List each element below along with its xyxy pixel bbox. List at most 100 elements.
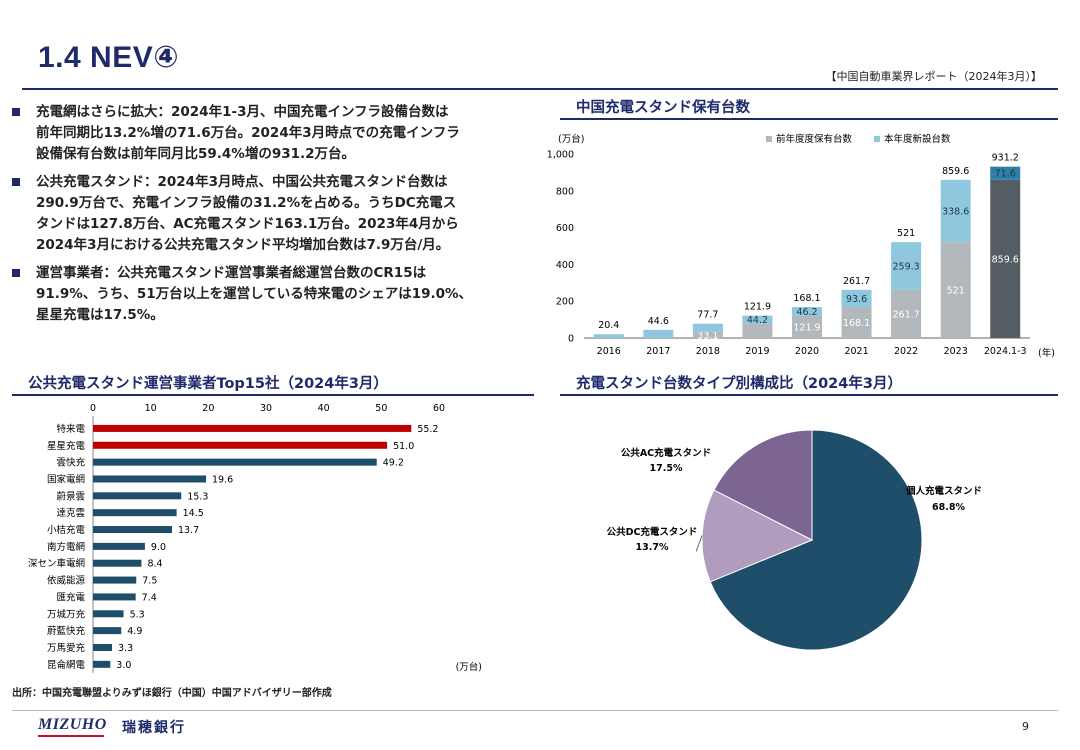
bullet-marker (12, 269, 20, 277)
operator-top15-title-rule (12, 394, 534, 396)
category-label: 蔚藍快充 (47, 625, 86, 637)
x-tick-label: 10 (145, 403, 157, 414)
bullet-marker (12, 178, 20, 186)
pie-slice (701, 489, 814, 583)
operator-bar (93, 509, 177, 517)
bar-value-label: 7.5 (142, 576, 157, 587)
operator-bar (93, 559, 142, 567)
type-share-pie-chart: 個人充電スタンド 68.8% 公共DC充電スタンド 13.7% 公共AC充電スタンド 17… (607, 429, 982, 651)
x-tick-label: 2021 (844, 346, 868, 357)
bank-name: 瑞穂銀行 (122, 720, 186, 736)
type-share-chart-title: 充電スタンド台数タイプ別構成比（2024年3月） (576, 376, 902, 392)
bar-total-label: 859.6 (942, 166, 969, 177)
bar-total-label: 168.1 (793, 293, 820, 304)
bar-value-label: 15.3 (187, 491, 208, 502)
segment-value-label: 259.3 (893, 261, 920, 272)
bullet-item: 運営事業者：公共充電スタンド運営事業者総運営台数のCR15は 91.9%、うち、5… (12, 263, 532, 326)
category-label: 雲快充 (56, 457, 85, 469)
bar-value-label: 5.3 (130, 609, 145, 620)
stack-bar-segment (792, 315, 822, 338)
stack-bar-segment (990, 166, 1021, 180)
legend-label: 本年度新設台数 (884, 133, 951, 145)
x-tick-label: 60 (433, 403, 445, 414)
segment-value-label: 33.1 (697, 330, 718, 341)
pie-label-value: 13.7% (636, 542, 669, 553)
stack-bar-segment (742, 315, 773, 324)
x-tick-label: 30 (260, 403, 272, 414)
x-axis-unit: (万台) (456, 661, 482, 673)
bar-value-label: 49.2 (383, 458, 404, 469)
x-tick-label: 2020 (795, 346, 819, 357)
bar-value-label: 3.3 (118, 643, 133, 654)
x-tick-label: 2018 (696, 346, 720, 357)
page-title: 1.4 NEV④ (38, 41, 180, 74)
bar-value-label: 14.5 (183, 508, 204, 519)
operator-bar (93, 660, 111, 668)
x-axis-unit: (年) (1038, 347, 1055, 359)
operator-bar (93, 458, 377, 466)
segment-value-label: 121.9 (793, 322, 820, 333)
category-label: 依威能源 (47, 575, 86, 587)
legend-swatch (874, 136, 880, 142)
segment-value-label: 44.2 (747, 315, 768, 326)
x-tick-label: 50 (375, 403, 387, 414)
bar-total-label: 931.2 (992, 153, 1019, 164)
bullet-line: 設備保有台数は前年同月比59.4%増の931.2万台。 (36, 146, 356, 162)
bullet-line: 運営事業者：公共充電スタンド運営事業者総運営台数のCR15は (36, 265, 427, 281)
x-tick-label: 40 (318, 403, 330, 414)
operator-bar (93, 542, 145, 550)
y-tick-label: 800 (556, 186, 574, 197)
bar-total-label: 261.7 (843, 276, 870, 287)
operator-bar (93, 643, 113, 651)
operator-top15-horizontal-bar-chart: 0 10 20 30 40 50 60 特来電 55.2 星星充電 51.0 雲快充 49.2 国家電網 1… (28, 403, 482, 673)
x-tick-label: 2019 (745, 346, 769, 357)
operator-bar (93, 424, 412, 432)
title-divider (22, 88, 1058, 90)
stack-bar-segment (841, 307, 872, 338)
category-label: 深セン車電網 (28, 558, 85, 570)
segment-value-label: 93.6 (846, 294, 867, 305)
pie-slice (709, 429, 923, 651)
y-tick-label: 0 (568, 334, 574, 345)
bar-value-label: 55.2 (417, 424, 438, 435)
report-tag: 【中国自動車業界レポート（2024年3月）】 (825, 70, 1043, 83)
category-label: 昆侖網電 (47, 659, 86, 671)
pie-label-value: 68.8% (932, 502, 965, 513)
installed-base-title-rule (560, 118, 1058, 120)
category-label: 小桔充電 (47, 524, 86, 536)
stack-bar-segment (692, 331, 723, 338)
bar-value-label: 4.9 (127, 626, 142, 637)
bullet-line: 290.9万台で、充電インフラ設備の31.2%を占める。うちDC充電ス (36, 195, 457, 211)
bar-value-label: 9.0 (151, 542, 166, 553)
category-label: 国家電網 (47, 473, 85, 485)
segment-value-label: 71.6 (995, 169, 1016, 180)
installed-base-stacked-bar-chart: (万台) (年) 0 200 400 600 800 1,000 前年度度保有台数 本年度新設台数… (547, 133, 1055, 359)
stack-bar-segment (643, 329, 674, 338)
x-tick-label: 2022 (894, 346, 918, 357)
stack-bar-segment (792, 307, 822, 316)
stack-bar-segment (990, 179, 1021, 338)
bullet-line: 充電網はさらに拡大：2024年1-3月、中国充電インフラ設備台数は (36, 104, 449, 120)
bullet-line: 2024年3月における公共充電スタンド平均増加台数は7.9万台/月。 (36, 237, 450, 253)
y-tick-label: 200 (556, 297, 574, 308)
x-tick-label: 2024.1-3 (984, 346, 1027, 357)
bullet-item: 充電網はさらに拡大：2024年1-3月、中国充電インフラ設備台数は 前年同期比13… (12, 102, 532, 165)
bullet-line: 星星充電は17.5%。 (36, 307, 164, 323)
installed-base-chart-title: 中国充電スタンド保有台数 (576, 100, 750, 116)
category-label: 匯充電 (56, 591, 85, 603)
bar-value-label: 19.6 (212, 474, 233, 485)
x-tick-label: 2023 (944, 346, 968, 357)
bar-total-label: 20.4 (598, 320, 619, 331)
pie-slice (713, 429, 813, 541)
pie-leader-line (695, 535, 703, 552)
bar-value-label: 7.4 (142, 592, 157, 603)
operator-bar (93, 475, 207, 483)
x-tick-label: 2016 (597, 346, 621, 357)
y-tick-label: 1,000 (547, 150, 574, 161)
bullet-item: 公共充電スタンド：2024年3月時点、中国公共充電スタンド台数は 290.9万台で… (12, 172, 532, 256)
type-share-title-rule (560, 394, 1058, 396)
operator-bar (93, 492, 182, 500)
category-label: 南方電網 (47, 541, 85, 553)
bar-total-label: 521 (897, 228, 915, 239)
x-tick-label: 2017 (646, 346, 670, 357)
